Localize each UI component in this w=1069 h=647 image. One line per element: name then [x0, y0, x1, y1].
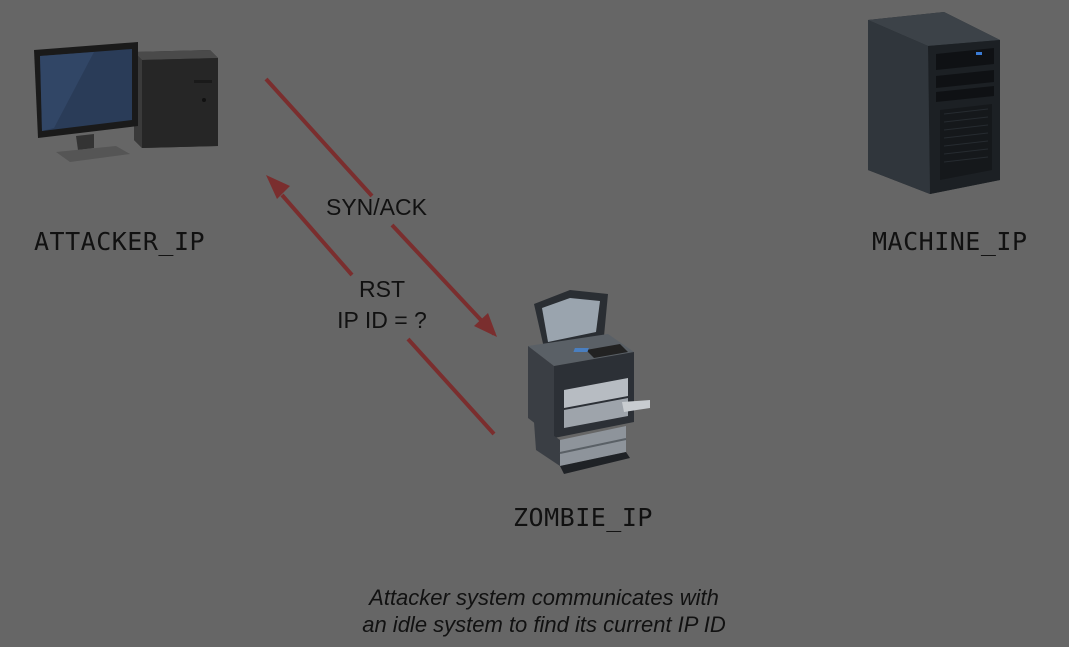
- syn-ack-arrow: [390, 223, 496, 336]
- syn-ack-label: SYN/ACK: [326, 194, 427, 220]
- machine-ip-label: MACHINE_IP: [872, 227, 1028, 256]
- rst-arrowhead: [266, 175, 290, 199]
- caption-line2: an idle system to find its current IP ID: [362, 612, 726, 637]
- rst-label-line2: IP ID = ?: [337, 307, 427, 333]
- syn-ack-arrow-upper-segment: [264, 77, 374, 198]
- caption-line1: Attacker system communicates with: [369, 585, 719, 610]
- diagram-caption: Attacker system communicates with an idl…: [284, 584, 804, 638]
- syn-ack-arrowhead: [474, 313, 497, 337]
- rst-label: RST IP ID = ?: [330, 274, 434, 336]
- rst-arrow-lower-segment: [406, 337, 496, 436]
- zombie-ip-label: ZOMBIE_IP: [513, 503, 653, 532]
- printer-copier-icon: [528, 290, 650, 474]
- rst-label-line1: RST: [359, 276, 405, 302]
- rst-arrow-upper-segment: [280, 193, 354, 277]
- tower-server-icon: [868, 12, 1000, 194]
- desktop-computer-icon: [34, 42, 218, 162]
- attacker-ip-label: ATTACKER_IP: [34, 227, 206, 256]
